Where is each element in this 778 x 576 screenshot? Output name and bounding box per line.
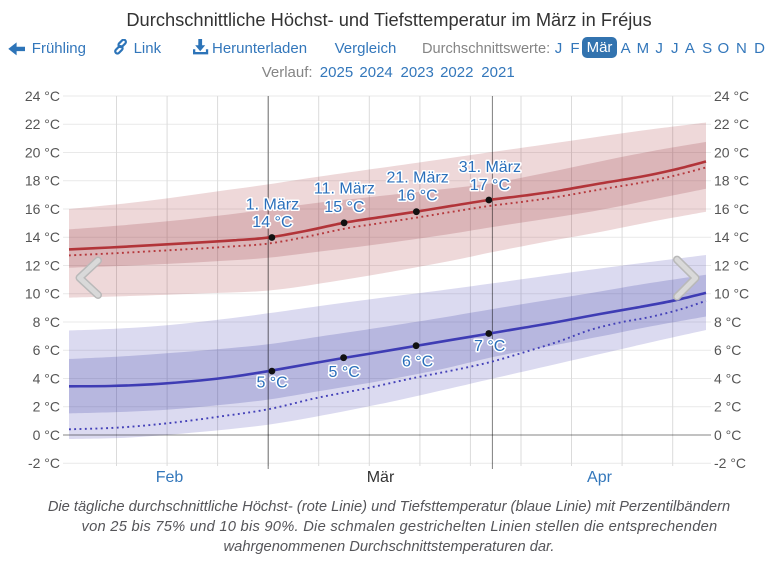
svg-text:24 °C: 24 °C <box>25 88 60 104</box>
svg-text:4 °C: 4 °C <box>714 370 741 386</box>
svg-text:14 °C: 14 °C <box>25 229 60 245</box>
svg-text:11. März: 11. März <box>314 181 375 198</box>
svg-text:16 °C: 16 °C <box>714 201 749 217</box>
svg-text:16 °C: 16 °C <box>397 188 437 205</box>
svg-text:0 °C: 0 °C <box>714 427 741 443</box>
svg-text:16 °C: 16 °C <box>25 201 60 217</box>
svg-text:-2 °C: -2 °C <box>714 455 746 471</box>
svg-text:14 °C: 14 °C <box>714 229 749 245</box>
svg-text:12 °C: 12 °C <box>714 257 749 273</box>
svg-text:18 °C: 18 °C <box>714 173 749 189</box>
svg-text:8 °C: 8 °C <box>33 314 60 330</box>
svg-text:20 °C: 20 °C <box>714 144 749 160</box>
svg-text:15 °C: 15 °C <box>324 199 364 216</box>
svg-text:1. März: 1. März <box>246 197 299 214</box>
svg-text:6 °C: 6 °C <box>33 342 60 358</box>
svg-text:21. März: 21. März <box>386 170 448 187</box>
svg-text:24 °C: 24 °C <box>714 88 749 104</box>
svg-text:2 °C: 2 °C <box>33 399 60 415</box>
svg-text:4 °C: 4 °C <box>33 370 60 386</box>
svg-text:-2 °C: -2 °C <box>28 455 60 471</box>
svg-text:5 °C: 5 °C <box>256 375 287 392</box>
svg-text:6 °C: 6 °C <box>402 354 433 371</box>
svg-text:Apr: Apr <box>587 469 613 486</box>
svg-text:12 °C: 12 °C <box>25 257 60 273</box>
svg-text:Feb: Feb <box>156 469 184 486</box>
svg-text:31. März: 31. März <box>459 159 521 176</box>
svg-text:14 °C: 14 °C <box>252 214 292 231</box>
svg-text:5 °C: 5 °C <box>329 364 360 381</box>
svg-text:20 °C: 20 °C <box>25 144 60 160</box>
svg-text:22 °C: 22 °C <box>25 116 60 132</box>
svg-text:Mär: Mär <box>367 469 395 486</box>
svg-text:2 °C: 2 °C <box>714 399 741 415</box>
svg-text:18 °C: 18 °C <box>25 173 60 189</box>
svg-text:22 °C: 22 °C <box>714 116 749 132</box>
svg-text:8 °C: 8 °C <box>714 314 741 330</box>
svg-text:7 °C: 7 °C <box>474 338 505 355</box>
svg-text:10 °C: 10 °C <box>714 286 749 302</box>
svg-text:6 °C: 6 °C <box>714 342 741 358</box>
svg-text:0 °C: 0 °C <box>33 427 60 443</box>
svg-text:10 °C: 10 °C <box>25 286 60 302</box>
svg-text:17 °C: 17 °C <box>470 177 510 194</box>
